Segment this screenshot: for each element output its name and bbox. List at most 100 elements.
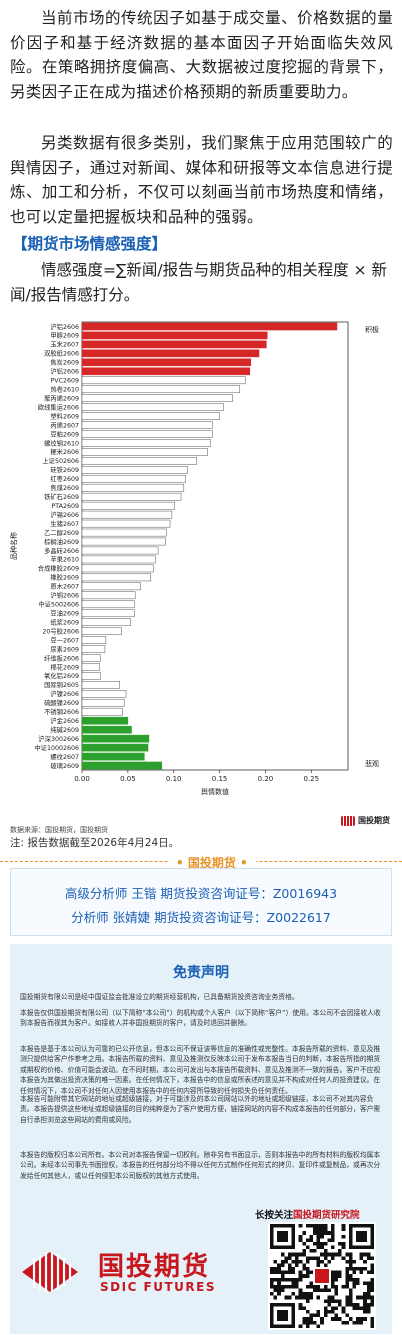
bar xyxy=(81,761,163,770)
bar xyxy=(81,439,211,447)
x-tick-label: 0.10 xyxy=(166,775,182,783)
brand-pill-text: 国投期货 xyxy=(187,856,236,870)
category-label: 棕榈油2609 xyxy=(44,537,79,546)
category-label: 橡胶2609 xyxy=(50,573,79,582)
bar xyxy=(81,681,120,689)
follow-highlight: 国投期货研究院 xyxy=(293,1210,360,1221)
bar xyxy=(81,564,154,573)
category-label: 沪金2606 xyxy=(50,716,79,725)
bar xyxy=(81,448,208,456)
bar xyxy=(81,430,213,438)
plot-frame xyxy=(81,321,349,771)
bar xyxy=(81,421,213,429)
bar xyxy=(81,483,185,492)
brand-small: 国投期货 xyxy=(341,815,390,826)
category-label: 纸浆2609 xyxy=(50,617,79,626)
logo-en-text: SDIC FUTURES xyxy=(100,1280,217,1294)
bar xyxy=(81,555,156,564)
bar xyxy=(81,466,188,474)
bar xyxy=(81,743,149,752)
category-label: 硫酸镍2609 xyxy=(44,698,79,707)
category-label: 苹果2610 xyxy=(50,555,79,564)
bar xyxy=(81,510,173,519)
category-label: 沪铜2606 xyxy=(50,591,79,600)
brand-mark-icon xyxy=(341,815,355,826)
disclaimer-paragraph: 本报告可能附带其它网站的地址或超级链接，对于可能涉及的本公司网站以外的地址或超级… xyxy=(20,1095,381,1124)
annotation-negative: 悲观 xyxy=(365,759,379,768)
category-label: 塑料2609 xyxy=(50,411,79,420)
category-label: 不锈钢2606 xyxy=(44,707,79,716)
bar xyxy=(81,376,246,385)
disclaimer-paragraph: 本报告是基于本公司认为可靠的已公开信息，但本公司不保证该等信息的准确性或完整性。… xyxy=(20,1045,381,1095)
source-row: 数据来源：国投期货，国投期货 国投期货 xyxy=(10,815,392,834)
bar xyxy=(81,349,260,358)
bar xyxy=(81,322,338,331)
bar xyxy=(81,636,107,644)
brand-pill: • 国投期货 • xyxy=(168,854,256,871)
bar xyxy=(81,582,141,591)
category-label: 豆一2607 xyxy=(50,636,79,644)
x-tick-label: 0.25 xyxy=(304,775,320,783)
category-label: 豆粕2609 xyxy=(50,429,79,438)
category-label: 热卷2610 xyxy=(50,385,79,394)
category-label: 多晶硅2606 xyxy=(44,546,79,555)
category-label: 沪铝2606 xyxy=(50,367,79,376)
category-label: 生猪2607 xyxy=(50,519,79,528)
x-tick-label: 0.20 xyxy=(258,775,274,783)
bar xyxy=(81,627,122,635)
bar xyxy=(81,725,132,734)
bar xyxy=(81,591,136,600)
y-axis-label: 品种名称 xyxy=(9,532,18,560)
bar xyxy=(81,394,233,402)
category-label: 玉米2607 xyxy=(50,340,79,349)
category-label: 氧化铝2609 xyxy=(44,671,79,680)
disclaimer-paragraph: 国投期货有限公司是经中国证监会批准设立的期货经营机构，已具备期货投资咨询业务资格… xyxy=(20,993,299,1001)
category-label: 中证10002606 xyxy=(34,743,79,752)
intro-paragraph-1: 当前市场的传统因子如基于成交量、价格数据的量价因子和基于经济数据的基本面因子开始… xyxy=(10,9,393,101)
annotation-positive: 积极 xyxy=(365,325,379,334)
x-tick-label: 0.15 xyxy=(212,775,228,783)
x-tick-label: 0.05 xyxy=(120,775,136,783)
data-note: 注: 报告数据截至2026年4月24日。 xyxy=(10,837,180,849)
category-label: 合成橡胶2609 xyxy=(38,564,79,573)
category-label: 双胶纸2606 xyxy=(44,349,79,358)
bar xyxy=(81,358,252,367)
category-label: 沪镍2606 xyxy=(50,689,79,698)
disclaimer-paragraph: 本报告的版权归本公司所有。本公司对本报告保留一切权利。除非另有书面显示，否则本报… xyxy=(20,1151,381,1180)
category-label: 国际铜2605 xyxy=(44,680,79,689)
bar xyxy=(81,367,251,376)
formula-text: 情感强度=∑新闻/报告与期货品种的相关程度 × 新闻/报告情感打分。 xyxy=(10,261,387,304)
disclaimer-title: 免责声明 xyxy=(173,965,229,981)
category-label: 纤维板2606 xyxy=(44,653,79,662)
bar xyxy=(81,519,171,528)
bar xyxy=(81,698,125,707)
bar xyxy=(81,412,220,420)
category-label: 尿素2609 xyxy=(50,644,79,653)
bar xyxy=(81,457,197,465)
dot-icon: • xyxy=(235,856,248,870)
brand-small-text: 国投期货 xyxy=(358,816,390,825)
category-label: 欧线集运2606 xyxy=(38,402,79,411)
category-label: 沪深3002606 xyxy=(38,734,79,743)
bar xyxy=(81,609,135,618)
bar xyxy=(81,690,127,698)
x-axis-label: 舆情数值 xyxy=(201,787,229,796)
analyst-line-2: 分析师 张婧婕 期货投资咨询证号：Z0022617 xyxy=(71,910,331,925)
category-label: 硅铁2609 xyxy=(50,465,79,474)
category-label: 上证502606 xyxy=(42,456,79,465)
category-label: 聚丙烯2609 xyxy=(44,393,79,402)
category-label: 螺纹2607 xyxy=(50,752,79,761)
bar xyxy=(81,403,224,411)
bar xyxy=(81,707,123,716)
qr-code-icon[interactable] xyxy=(268,1222,376,1330)
category-label: 丙烯2607 xyxy=(50,420,79,429)
logo-cn-text: 国投期货 xyxy=(98,1252,211,1282)
category-label: 乙二醇2609 xyxy=(44,528,79,537)
bar xyxy=(81,537,166,546)
bar xyxy=(81,474,186,483)
bar xyxy=(81,501,175,510)
sentiment-chart: 沪铝2606 甲醇2609 玉米2607 双胶纸2606 焦炭2609 沪铝2606 PVC… xyxy=(0,318,402,798)
category-label: 铁矿石2609 xyxy=(44,492,79,501)
category-label: 沪锡2606 xyxy=(50,510,79,519)
bar xyxy=(81,528,167,537)
